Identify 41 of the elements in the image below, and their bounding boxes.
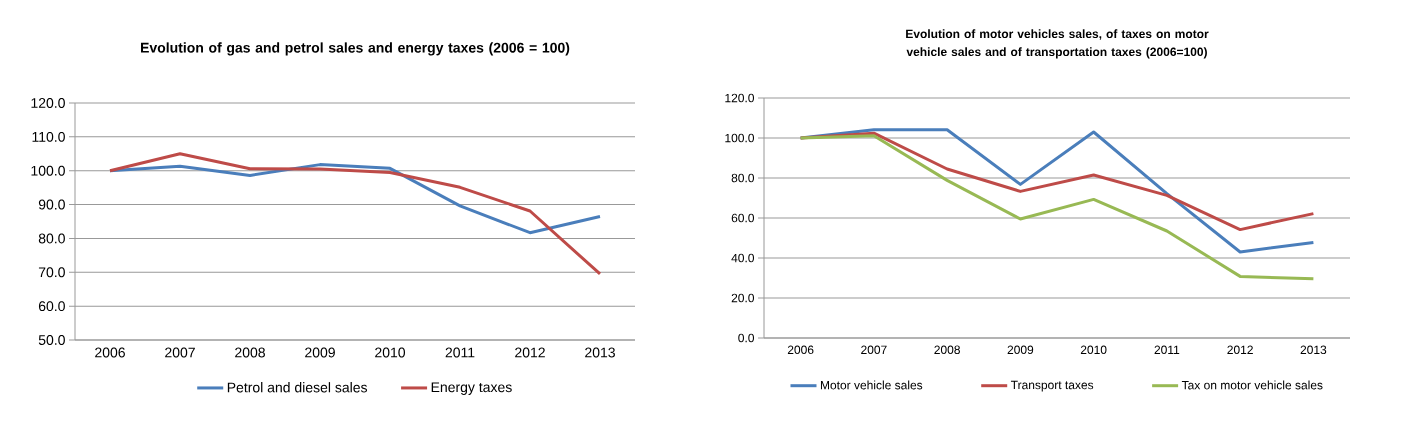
x-tick-label: 2006 (95, 347, 125, 358)
x-tick-label: 2007 (165, 347, 195, 358)
x-tick-label: 2009 (305, 347, 335, 358)
legend-label: Motor vehicle sales (820, 380, 923, 390)
x-tick-label: 2011 (1154, 345, 1180, 355)
y-tick-label: 0.0 (738, 333, 755, 343)
chart-title: Evolution of gas and petrol sales and energy taxes (2006 = 100) (141, 42, 570, 56)
x-tick-label: 2009 (1007, 345, 1034, 355)
y-tick-label: 70.0 (38, 267, 65, 278)
line-series (799, 134, 1315, 281)
y-tick-label: 120.0 (31, 98, 65, 108)
x-tick-label: 2008 (934, 345, 960, 355)
y-tick-label: 80.0 (38, 233, 65, 244)
legend-label: Energy taxes (431, 382, 512, 395)
line-series (108, 152, 602, 276)
y-tick-label: 120.0 (725, 93, 755, 103)
legend-label: Transport taxes (1010, 380, 1094, 392)
y-tick-label: 60.0 (38, 301, 65, 312)
chart-title: Evolution of motor vehicles sales, of taxes on motor vehicle sales and of transportation taxes (2006=100) (906, 29, 1209, 59)
y-tick-label: 40.0 (731, 253, 755, 263)
x-tick-label: 2012 (1227, 345, 1253, 355)
y-tick-label: 50.0 (38, 335, 65, 345)
y-tick-label: 80.0 (731, 173, 755, 183)
x-tick-label: 2010 (1080, 345, 1107, 355)
y-tick-label: 20.0 (731, 293, 755, 303)
y-tick-label: 100.0 (725, 133, 755, 143)
y-tick-label: 90.0 (38, 199, 65, 210)
x-tick-label: 2013 (1300, 345, 1327, 355)
x-tick-label: 2012 (515, 347, 545, 358)
y-tick-label: 100.0 (31, 165, 65, 176)
x-tick-label: 2013 (585, 347, 615, 358)
x-tick-label: 2006 (787, 345, 814, 355)
y-tick-label: 110.0 (32, 131, 65, 142)
x-tick-label: 2010 (375, 347, 406, 358)
line-series (799, 128, 1315, 254)
x-tick-label: 2007 (861, 345, 887, 355)
x-tick-label: 2008 (235, 347, 265, 358)
legend-label: Petrol and diesel sales (227, 382, 368, 393)
y-tick-label: 60.0 (731, 213, 755, 223)
legend-label: Tax on motor vehicle sales (1181, 380, 1323, 390)
x-tick-label: 2011 (445, 347, 475, 358)
